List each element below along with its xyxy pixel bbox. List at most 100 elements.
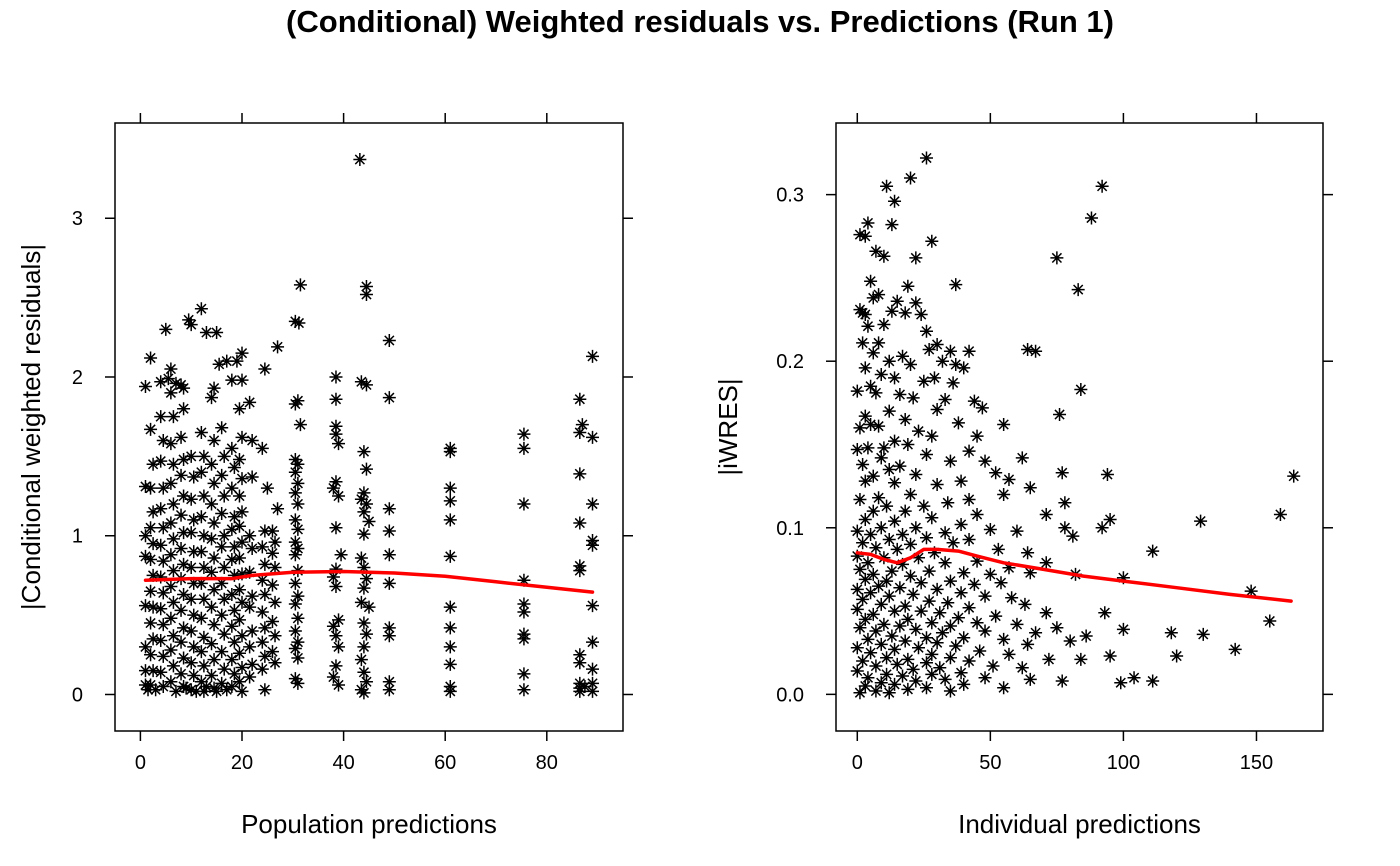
data-point bbox=[906, 662, 920, 676]
data-point bbox=[329, 475, 343, 489]
data-point bbox=[332, 613, 346, 627]
data-point bbox=[215, 421, 229, 435]
data-point bbox=[207, 618, 221, 632]
data-point bbox=[951, 416, 965, 430]
data-point bbox=[207, 516, 221, 530]
data-point bbox=[382, 576, 396, 590]
data-point bbox=[359, 287, 373, 301]
data-point bbox=[858, 612, 872, 626]
data-point bbox=[1053, 408, 1067, 422]
data-point bbox=[144, 521, 158, 535]
data-point bbox=[260, 481, 274, 495]
data-point bbox=[362, 600, 376, 614]
data-point bbox=[146, 537, 160, 551]
data-point bbox=[938, 393, 952, 407]
data-point bbox=[138, 664, 152, 678]
data-point bbox=[174, 508, 188, 522]
data-point bbox=[954, 474, 968, 488]
data-point bbox=[586, 662, 600, 676]
x-tick-label: 150 bbox=[1240, 752, 1273, 774]
data-point bbox=[517, 605, 531, 619]
data-point bbox=[291, 611, 305, 625]
data-point bbox=[909, 251, 923, 265]
data-point bbox=[189, 684, 203, 698]
data-point bbox=[232, 453, 246, 467]
data-point bbox=[962, 654, 976, 668]
data-point bbox=[517, 683, 531, 697]
data-point bbox=[872, 288, 886, 302]
data-point bbox=[225, 481, 239, 495]
data-point bbox=[930, 636, 944, 650]
data-point bbox=[207, 653, 221, 667]
data-point bbox=[893, 619, 907, 633]
data-point bbox=[164, 386, 178, 400]
data-point bbox=[957, 566, 971, 580]
data-point bbox=[174, 541, 188, 555]
data-point bbox=[927, 546, 941, 560]
data-point bbox=[866, 291, 880, 305]
data-point bbox=[332, 640, 346, 654]
data-point bbox=[144, 422, 158, 436]
data-point bbox=[187, 545, 201, 559]
data-point bbox=[1079, 629, 1093, 643]
data-point bbox=[1002, 647, 1016, 661]
data-point bbox=[943, 344, 957, 358]
data-point bbox=[970, 507, 984, 521]
x-axis-title: Individual predictions bbox=[958, 809, 1201, 839]
data-point bbox=[869, 386, 883, 400]
data-point bbox=[880, 574, 894, 588]
data-point bbox=[893, 388, 907, 402]
data-point bbox=[872, 579, 886, 593]
data-point bbox=[164, 548, 178, 562]
data-point bbox=[943, 684, 957, 698]
data-point bbox=[205, 565, 219, 579]
data-point bbox=[288, 314, 302, 328]
data-point bbox=[927, 371, 941, 385]
x-tick-label: 100 bbox=[1107, 752, 1140, 774]
data-point bbox=[874, 521, 888, 535]
data-point bbox=[850, 602, 864, 616]
data-point bbox=[184, 624, 198, 638]
data-point bbox=[575, 418, 589, 432]
data-point bbox=[893, 459, 907, 473]
data-point bbox=[166, 497, 180, 511]
data-point bbox=[888, 677, 902, 691]
data-point bbox=[329, 419, 343, 433]
x-tick-label: 0 bbox=[135, 752, 146, 774]
data-point bbox=[909, 296, 923, 310]
data-point bbox=[329, 370, 343, 384]
data-point bbox=[1074, 383, 1088, 397]
data-point bbox=[235, 661, 249, 675]
data-point bbox=[1164, 626, 1178, 640]
data-point bbox=[362, 514, 376, 528]
data-point bbox=[326, 670, 340, 684]
data-point bbox=[941, 496, 955, 510]
data-point bbox=[154, 602, 168, 616]
data-point bbox=[174, 430, 188, 444]
data-point bbox=[288, 624, 302, 638]
data-point bbox=[898, 413, 912, 427]
data-point bbox=[354, 375, 368, 389]
data-point bbox=[443, 513, 457, 527]
data-point bbox=[997, 681, 1011, 695]
data-point bbox=[177, 557, 191, 571]
data-point bbox=[227, 635, 241, 649]
data-point bbox=[864, 418, 878, 432]
data-point bbox=[235, 684, 249, 698]
data-point bbox=[154, 538, 168, 552]
data-point bbox=[174, 378, 188, 392]
data-point bbox=[935, 354, 949, 368]
data-point bbox=[896, 557, 910, 571]
data-point bbox=[1055, 674, 1069, 688]
data-point bbox=[329, 562, 343, 576]
data-point bbox=[975, 401, 989, 415]
data-point bbox=[174, 603, 188, 617]
data-point bbox=[291, 522, 305, 536]
data-point bbox=[288, 465, 302, 479]
data-point bbox=[144, 351, 158, 365]
data-point bbox=[885, 564, 899, 578]
data-point bbox=[138, 380, 152, 394]
data-point bbox=[850, 384, 864, 398]
data-point bbox=[983, 567, 997, 581]
data-point bbox=[898, 504, 912, 518]
